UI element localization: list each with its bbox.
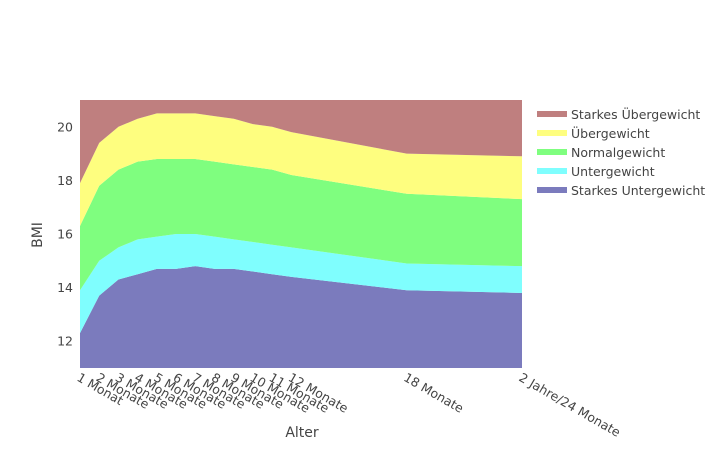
legend-swatch xyxy=(537,187,567,193)
y-tick-label: 20 xyxy=(57,119,73,134)
legend-label: Übergewicht xyxy=(571,125,650,141)
y-tick-label: 12 xyxy=(57,334,73,349)
y-tick-label: 16 xyxy=(57,227,73,242)
legend-label: Starkes Übergewicht xyxy=(571,106,700,122)
legend-item[interactable]: Starkes Untergewicht xyxy=(537,183,705,198)
y-axis-ticks: 12 14 16 18 20 xyxy=(57,119,73,348)
x-tick-label: 18 Monate xyxy=(401,370,466,416)
legend-label: Untergewicht xyxy=(571,164,655,179)
legend-item[interactable]: Starkes Übergewicht xyxy=(537,106,700,122)
x-axis-title: Alter xyxy=(285,425,319,441)
area-layers xyxy=(80,100,522,368)
legend-swatch xyxy=(537,130,567,136)
legend: Starkes Übergewicht Übergewicht Normalgewi… xyxy=(537,106,705,198)
y-tick-label: 14 xyxy=(57,280,73,295)
legend-item[interactable]: Normalgewicht xyxy=(537,145,665,160)
legend-swatch xyxy=(537,111,567,117)
area-starkes-untergewicht xyxy=(80,266,522,368)
y-axis-title: BMI xyxy=(30,222,46,248)
legend-swatch xyxy=(537,149,567,155)
area-übergewicht xyxy=(80,113,522,226)
x-tick-label: 2 Jahre/24 Monate xyxy=(517,370,624,440)
area-untergewicht xyxy=(80,234,522,334)
area-normalgewicht xyxy=(80,158,522,291)
legend-label: Normalgewicht xyxy=(571,145,665,160)
y-tick-label: 18 xyxy=(57,173,73,188)
area-starkes-übergewicht xyxy=(80,100,522,184)
legend-label: Starkes Untergewicht xyxy=(571,183,705,198)
legend-swatch xyxy=(537,168,567,174)
legend-item[interactable]: Untergewicht xyxy=(537,164,655,179)
legend-item[interactable]: Übergewicht xyxy=(537,125,650,141)
